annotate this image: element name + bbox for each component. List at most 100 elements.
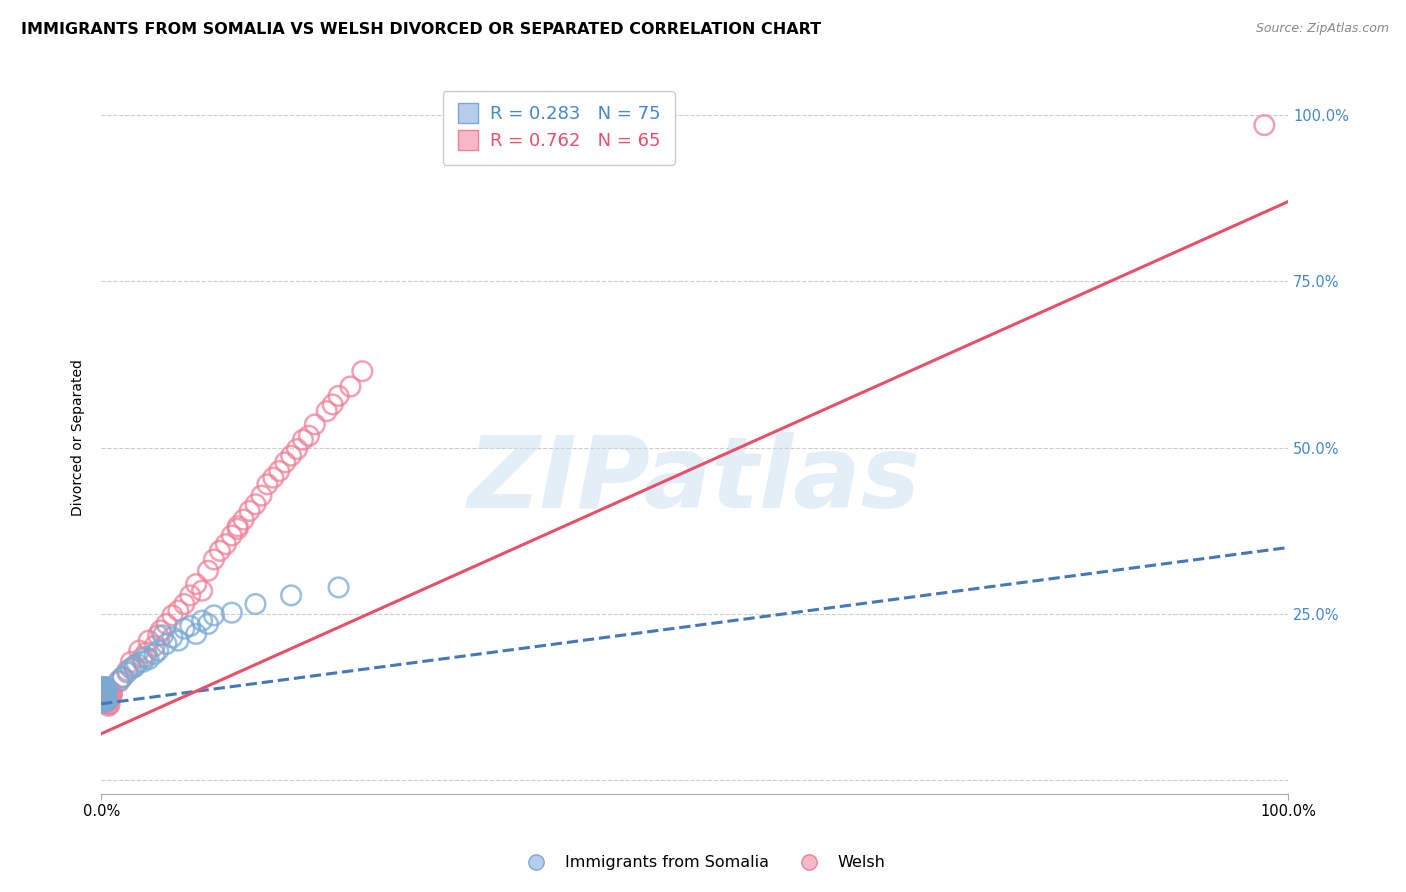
Point: [93, 690, 115, 705]
Point: [91, 690, 114, 705]
Point: [91, 685, 114, 699]
Point: [328, 581, 350, 595]
Point: [94, 686, 117, 700]
Point: [94, 683, 117, 698]
Point: [91, 693, 114, 707]
Point: [202, 608, 225, 623]
Point: [94, 687, 117, 701]
Point: [93, 680, 115, 694]
Point: [197, 617, 219, 632]
Point: [148, 628, 170, 642]
Point: [328, 389, 350, 403]
Point: [135, 650, 157, 665]
Point: [291, 433, 314, 447]
Point: [124, 659, 146, 673]
Point: [94, 681, 117, 696]
Point: [179, 588, 201, 602]
Point: [91, 690, 114, 704]
Point: [94, 692, 117, 706]
Point: [98, 690, 121, 704]
Point: [149, 624, 172, 638]
Point: [155, 637, 177, 651]
Point: [226, 519, 249, 533]
Point: [93, 695, 115, 709]
Point: [93, 688, 115, 702]
Point: [94, 687, 117, 701]
Point: [96, 693, 118, 707]
Point: [132, 650, 155, 665]
Point: [128, 643, 150, 657]
Point: [262, 470, 284, 484]
Point: [143, 647, 166, 661]
Point: [94, 693, 117, 707]
Point: [274, 455, 297, 469]
Point: [93, 683, 115, 698]
Point: [94, 685, 117, 699]
Point: [94, 685, 117, 699]
Point: [97, 698, 120, 713]
Point: [155, 617, 177, 632]
Point: [93, 693, 115, 707]
Point: [232, 512, 254, 526]
Point: [138, 633, 160, 648]
Point: [269, 464, 291, 478]
Point: [322, 397, 344, 411]
Point: [1253, 118, 1275, 132]
Point: [215, 537, 238, 551]
Point: [97, 693, 120, 707]
Point: [120, 655, 142, 669]
Point: [94, 690, 117, 705]
Point: [91, 690, 114, 705]
Point: [93, 695, 115, 709]
Point: [125, 657, 148, 671]
Y-axis label: Divorced or Separated: Divorced or Separated: [72, 359, 86, 516]
Point: [94, 681, 117, 696]
Point: [191, 614, 214, 628]
Point: [202, 552, 225, 566]
Point: [256, 477, 278, 491]
Point: [93, 688, 115, 702]
Point: [167, 633, 190, 648]
Point: [138, 652, 160, 666]
Point: [208, 544, 231, 558]
Point: [280, 449, 302, 463]
Point: [94, 684, 117, 698]
Legend: R = 0.283   N = 75, R = 0.762   N = 65: R = 0.283 N = 75, R = 0.762 N = 65: [443, 91, 675, 165]
Point: [280, 588, 302, 602]
Point: [93, 686, 115, 700]
Point: [191, 583, 214, 598]
Point: [94, 680, 117, 694]
Text: IMMIGRANTS FROM SOMALIA VS WELSH DIVORCED OR SEPARATED CORRELATION CHART: IMMIGRANTS FROM SOMALIA VS WELSH DIVORCE…: [21, 22, 821, 37]
Point: [91, 683, 114, 698]
Point: [101, 685, 124, 699]
Point: [304, 417, 326, 432]
Point: [93, 687, 115, 701]
Point: [93, 681, 115, 696]
Point: [91, 690, 114, 705]
Point: [221, 606, 243, 620]
Point: [93, 690, 115, 704]
Point: [91, 682, 114, 697]
Point: [135, 646, 157, 660]
Point: [96, 682, 118, 697]
Point: [91, 689, 114, 703]
Point: [250, 489, 273, 503]
Point: [148, 643, 170, 657]
Legend: Immigrants from Somalia, Welsh: Immigrants from Somalia, Welsh: [515, 849, 891, 877]
Point: [245, 497, 267, 511]
Point: [91, 688, 114, 702]
Point: [108, 673, 131, 688]
Point: [93, 690, 115, 705]
Point: [94, 694, 117, 708]
Point: [98, 698, 121, 712]
Point: [117, 664, 139, 678]
Point: [111, 670, 134, 684]
Point: [132, 655, 155, 669]
Point: [96, 690, 118, 705]
Point: [94, 685, 117, 699]
Point: [94, 693, 117, 707]
Point: [100, 688, 122, 702]
Point: [197, 564, 219, 578]
Text: Source: ZipAtlas.com: Source: ZipAtlas.com: [1256, 22, 1389, 36]
Point: [143, 639, 166, 653]
